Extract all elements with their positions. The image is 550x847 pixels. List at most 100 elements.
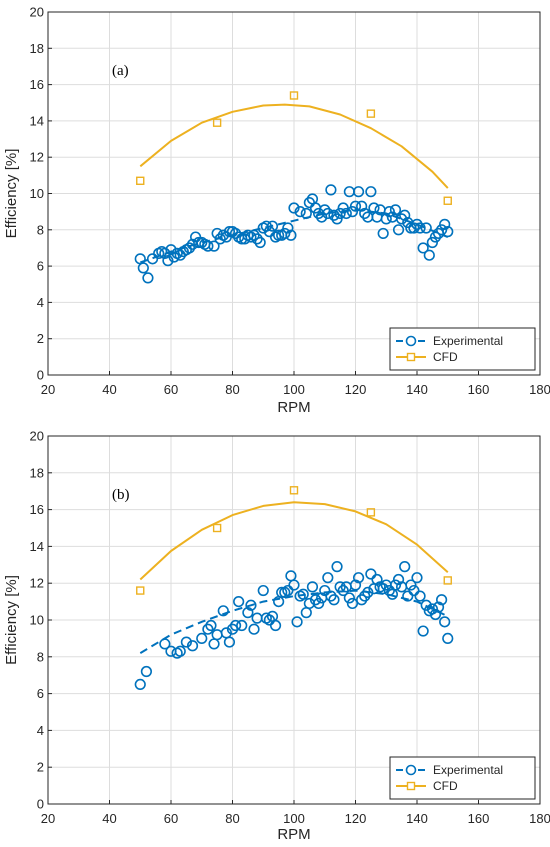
- experimental-point: [365, 186, 377, 198]
- cfd-point: [212, 523, 222, 533]
- x-tick-label: 180: [529, 811, 550, 826]
- experimental-point: [436, 594, 448, 606]
- y-tick-label: 12: [30, 576, 44, 591]
- y-tick-label: 14: [30, 113, 44, 128]
- cfd-point: [136, 176, 145, 185]
- experimental-point: [337, 202, 349, 214]
- y-tick-label: 2: [37, 760, 44, 775]
- cfd-point: [366, 508, 376, 517]
- experimental-point: [405, 579, 417, 591]
- experimental-point: [352, 186, 365, 198]
- experimental-point: [328, 209, 340, 221]
- experimental-point: [294, 206, 306, 218]
- y-tick-label: 6: [37, 686, 44, 701]
- experimental-point: [322, 572, 334, 584]
- experimental-point: [273, 229, 285, 241]
- cfd-point: [212, 118, 222, 127]
- x-tick-label: 60: [164, 382, 178, 397]
- experimental-point: [288, 579, 300, 591]
- experimental-point: [276, 586, 288, 599]
- experimental-point: [396, 213, 408, 225]
- y-tick-label: 2: [37, 331, 44, 346]
- experimental-point: [174, 645, 186, 657]
- experimental-point: [242, 607, 254, 619]
- experimental-point: [239, 233, 251, 245]
- experimental-point: [146, 253, 159, 265]
- x-tick-label: 140: [406, 811, 428, 826]
- y-tick-label: 4: [37, 295, 44, 310]
- experimental-point: [365, 568, 377, 580]
- cfd-point: [289, 91, 299, 100]
- y-tick-label: 20: [30, 5, 44, 20]
- experimental-point: [279, 227, 291, 240]
- chart-panel-b: 20 40 60 80 100 120 140 160 180 0 2 4 6 8 10 12 14 16 18 20…: [3, 429, 550, 844]
- x-tick-label: 40: [102, 382, 116, 397]
- experimental-point: [325, 184, 337, 196]
- legend-experimental-marker: [405, 335, 417, 347]
- x-tick-label: 100: [283, 382, 305, 397]
- y-tick-label: 12: [30, 150, 44, 165]
- experimental-point: [282, 222, 294, 234]
- experimental-point: [288, 202, 300, 214]
- y-axis-label: Efficiency [%]: [3, 149, 20, 239]
- experimental-point: [269, 619, 282, 632]
- y-tick-label: 16: [30, 77, 44, 92]
- experimental-point: [282, 584, 294, 597]
- x-tick-label: 160: [468, 811, 490, 826]
- panel-label: (b): [112, 487, 130, 503]
- y-tick-label: 0: [37, 797, 44, 812]
- experimental-point: [137, 262, 149, 274]
- experimental-point: [417, 625, 429, 637]
- x-tick-label: 180: [529, 382, 550, 397]
- x-tick-label: 20: [41, 382, 55, 397]
- experimental-point: [389, 204, 402, 216]
- experimental-point: [248, 623, 260, 635]
- axes-frame: [47, 11, 541, 376]
- y-tick-label: 4: [37, 723, 44, 738]
- experimental-point: [196, 632, 208, 645]
- experimental-point: [352, 572, 365, 584]
- experimental-point: [417, 242, 429, 254]
- experimental-point: [186, 640, 199, 652]
- experimental-point: [245, 599, 257, 611]
- experimental-point: [383, 206, 395, 218]
- experimental-point: [402, 590, 414, 602]
- x-tick-label: 40: [102, 811, 116, 826]
- experimental-point: [426, 603, 438, 615]
- experimental-point: [233, 595, 245, 608]
- experimental-point: [193, 236, 205, 249]
- experimental-point: [229, 227, 242, 240]
- experimental-point: [183, 242, 196, 254]
- experimental-point: [408, 222, 420, 234]
- experimental-point: [220, 231, 232, 243]
- x-tick-label: 100: [283, 811, 305, 826]
- cfd-point: [289, 486, 299, 495]
- experimental-point: [411, 572, 423, 584]
- experimental-point: [257, 584, 269, 597]
- experimental-point: [140, 665, 152, 678]
- y-tick-label: 16: [30, 502, 44, 517]
- experimental-point: [316, 211, 328, 223]
- cfd-fit-line: [139, 103, 449, 189]
- experimental-point: [309, 594, 322, 606]
- experimental-point: [211, 227, 223, 240]
- experimental-point: [343, 592, 355, 604]
- cfd-point: [443, 576, 452, 585]
- experimental-point: [331, 213, 343, 225]
- experimental-point: [319, 204, 331, 216]
- y-tick-label: 8: [37, 649, 44, 664]
- legend-cfd-marker: [406, 781, 416, 791]
- experimental-point: [414, 590, 426, 602]
- experimental-point: [439, 616, 451, 628]
- panel-label: (a): [112, 63, 129, 79]
- experimental-point: [328, 594, 340, 606]
- experimental-point: [263, 614, 276, 626]
- experimental-point: [248, 229, 260, 241]
- y-tick-label: 18: [30, 41, 44, 56]
- experimental-point: [180, 636, 192, 648]
- x-tick-label: 60: [164, 811, 178, 826]
- legend-box: [389, 756, 536, 800]
- experimental-point: [377, 227, 389, 240]
- experimental-point: [202, 240, 214, 252]
